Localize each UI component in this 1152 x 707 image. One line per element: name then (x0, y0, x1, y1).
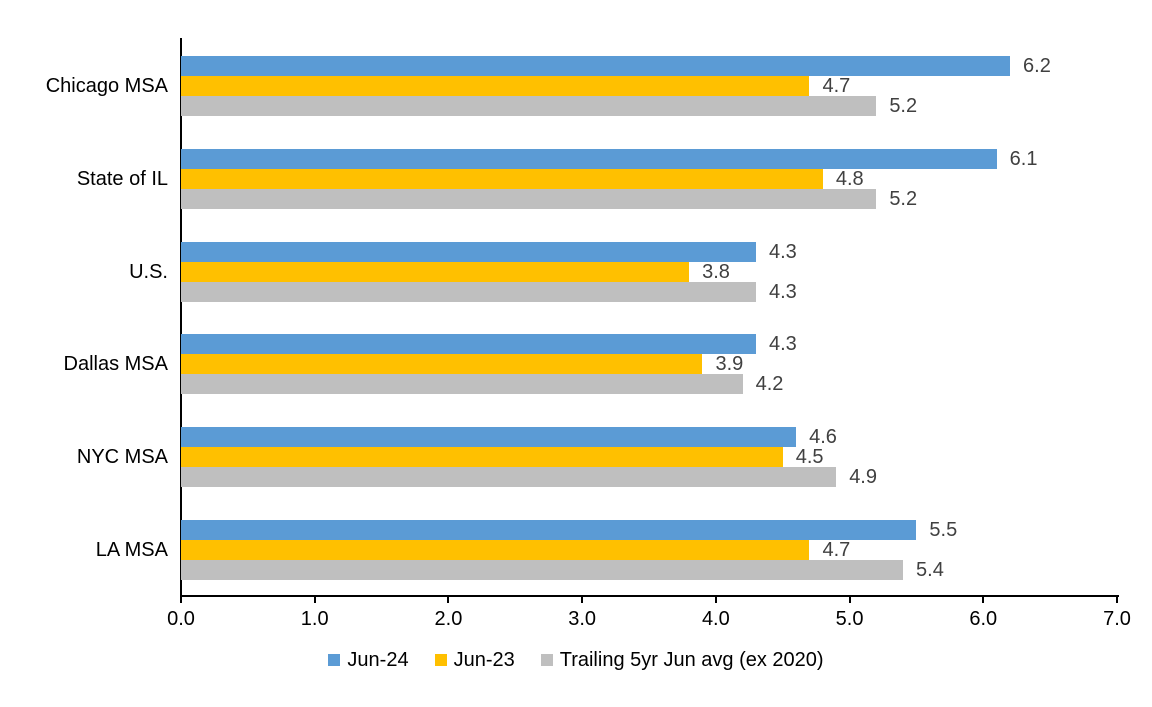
x-axis-tick (581, 597, 584, 603)
legend-label-trailing-5yr-jun-avg-ex-2020: Trailing 5yr Jun avg (ex 2020) (559, 649, 824, 671)
data-label: 5.4 (916, 558, 944, 581)
legend-marker-trailing-5yr-jun-avg-ex-2020 (540, 654, 553, 666)
data-label: 4.7 (822, 538, 851, 561)
bar-trailing-5yr-jun-avg-ex-2020 (181, 96, 877, 117)
category-label-la-msa: LA MSA (95, 538, 168, 561)
bar-trailing-5yr-jun-avg-ex-2020 (181, 467, 837, 487)
category-label-dallas-msa: Dallas MSA (63, 353, 168, 376)
legend-marker-jun-24 (328, 654, 341, 666)
x-axis-tick (714, 597, 717, 603)
x-axis-tick (180, 597, 182, 603)
bar-trailing-5yr-jun-avg-ex-2020 (181, 559, 904, 580)
bar-jun-23 (181, 354, 703, 375)
data-label: 4.2 (755, 373, 784, 396)
data-label: 5.2 (889, 188, 918, 210)
legend-item-jun-23: Jun-23 (434, 648, 515, 672)
legend-label-jun-24: Jun-24 (347, 649, 409, 671)
data-label: 4.8 (835, 168, 864, 190)
x-axis-tick (447, 597, 450, 603)
data-label: 4.3 (768, 240, 797, 263)
x-axis-tick (848, 597, 851, 603)
x-axis-tick-label: 7.0 (1103, 608, 1131, 630)
x-axis-tick-label: 4.0 (701, 608, 730, 630)
x-axis-tick-label: 2.0 (434, 608, 463, 630)
y-axis-line (180, 38, 182, 597)
data-label: 3.8 (702, 260, 730, 283)
data-label: 3.9 (715, 353, 744, 376)
x-axis-tick-label: 0.0 (167, 608, 195, 630)
x-axis-tick-label: 1.0 (300, 608, 329, 630)
bar-jun-23 (181, 76, 810, 97)
bar-jun-24 (181, 149, 997, 169)
data-label: 4.7 (822, 75, 851, 98)
bar-jun-23 (181, 261, 690, 282)
data-label: 5.5 (929, 518, 958, 541)
x-axis-tick (313, 597, 316, 603)
bar-trailing-5yr-jun-avg-ex-2020 (181, 189, 877, 209)
bar-jun-24 (181, 241, 756, 262)
category-label-state-of-il: State of IL (76, 168, 168, 190)
bar-jun-23 (181, 447, 783, 467)
data-label: 6.2 (1023, 55, 1051, 78)
bar-trailing-5yr-jun-avg-ex-2020 (181, 374, 743, 395)
bar-trailing-5yr-jun-avg-ex-2020 (181, 281, 756, 302)
category-label-nyc-msa: NYC MSA (76, 446, 168, 468)
x-axis-line (180, 595, 1119, 597)
data-label: 4.5 (795, 446, 824, 468)
legend-label-jun-23: Jun-23 (453, 649, 515, 671)
data-label: 4.3 (768, 333, 797, 356)
bar-jun-23 (181, 169, 823, 189)
legend-marker-jun-23 (434, 654, 447, 666)
x-axis-tick (982, 597, 985, 603)
x-axis-tick (1116, 597, 1118, 603)
bar-jun-24 (181, 334, 756, 355)
legend-item-jun-24: Jun-24 (328, 648, 409, 672)
bar-jun-24 (181, 519, 917, 540)
x-axis-tick-label: 3.0 (568, 608, 597, 630)
data-label: 4.3 (768, 280, 797, 303)
bar-jun-23 (181, 539, 810, 560)
category-label-u-s: U.S. (129, 260, 168, 283)
category-label-chicago-msa: Chicago MSA (45, 75, 168, 98)
bar-jun-24 (181, 56, 1011, 77)
legend: Jun-24 Jun-23 Trailing 5yr Jun avg (ex 202… (0, 648, 1152, 672)
data-label: 4.6 (809, 426, 837, 448)
data-label: 4.9 (849, 466, 877, 488)
data-label: 5.2 (889, 95, 918, 118)
bar-jun-24 (181, 427, 797, 447)
x-axis-tick-label: 5.0 (835, 608, 864, 630)
legend-item-trailing-5yr-jun-avg-ex-2020: Trailing 5yr Jun avg (ex 2020) (540, 648, 824, 672)
x-axis-tick-label: 6.0 (969, 608, 998, 630)
data-label: 6.1 (1009, 148, 1038, 170)
